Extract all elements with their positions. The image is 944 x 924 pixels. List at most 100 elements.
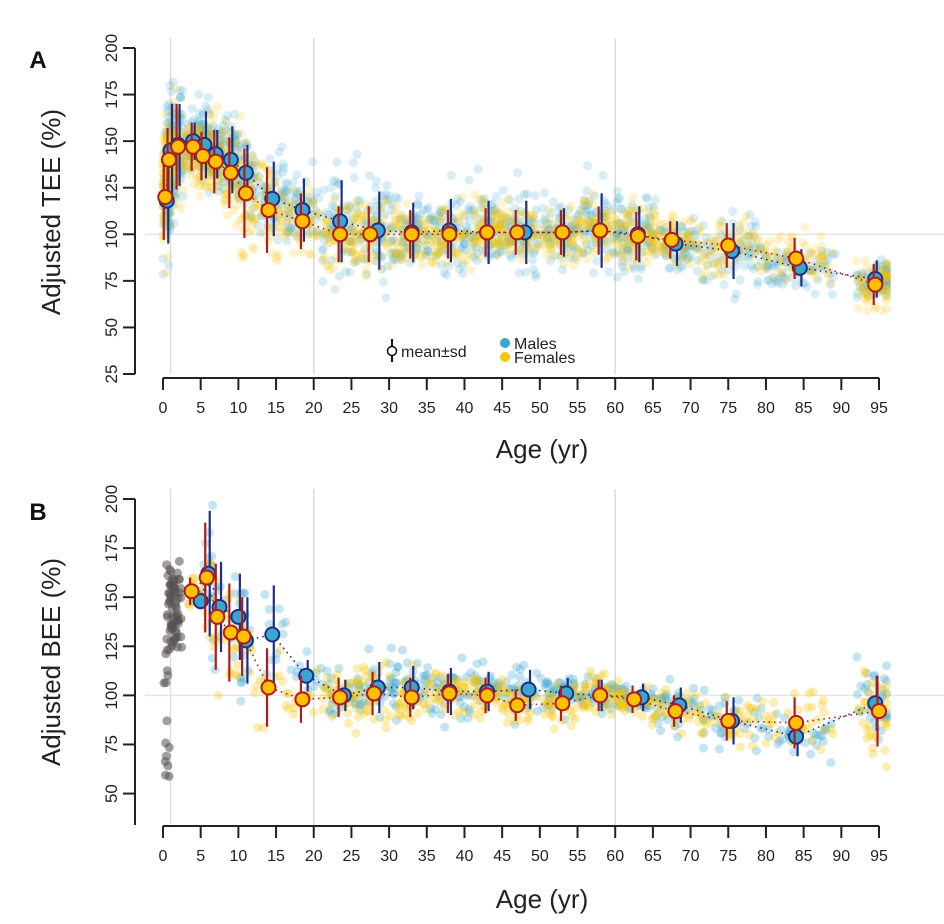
females-point xyxy=(624,263,634,273)
females-point xyxy=(419,239,429,249)
females-point xyxy=(607,206,617,216)
males-point xyxy=(426,213,436,223)
females-point xyxy=(232,200,242,210)
males-point xyxy=(183,119,193,129)
females-point xyxy=(862,288,872,298)
males-point xyxy=(589,268,599,278)
females-point xyxy=(434,213,444,223)
males-point xyxy=(493,239,503,249)
males-point xyxy=(359,698,369,708)
females-point xyxy=(501,228,511,238)
females-point xyxy=(735,706,745,716)
females-point xyxy=(392,238,402,248)
males-point xyxy=(615,218,625,228)
males-point xyxy=(805,248,815,258)
females-point xyxy=(752,244,762,254)
males-point xyxy=(493,687,503,697)
females-point xyxy=(369,250,379,260)
males-point xyxy=(200,161,210,171)
females-point xyxy=(714,263,724,273)
females-point xyxy=(801,241,811,251)
females-point xyxy=(488,238,498,248)
males-point xyxy=(356,699,366,709)
males-point xyxy=(389,682,399,692)
males-point xyxy=(531,205,541,215)
males-point xyxy=(424,247,434,257)
females-point xyxy=(808,687,818,697)
males-point xyxy=(371,256,381,266)
males-point xyxy=(601,212,611,222)
females-point xyxy=(656,247,666,257)
males-point xyxy=(603,237,613,247)
males-point xyxy=(439,268,449,278)
females-point xyxy=(703,260,713,270)
males-point xyxy=(822,247,832,257)
males-point xyxy=(467,242,477,252)
y-tick-label: 175 xyxy=(102,534,121,562)
males-point xyxy=(620,228,630,238)
males-point xyxy=(413,214,423,224)
males-point xyxy=(383,261,393,271)
males-point xyxy=(385,225,395,235)
males-point xyxy=(642,194,652,204)
females-point xyxy=(652,239,662,249)
males-point xyxy=(436,260,446,270)
females-point xyxy=(823,271,833,281)
females-point xyxy=(764,236,774,246)
females-point xyxy=(501,213,511,223)
males-point xyxy=(699,220,709,230)
males-point xyxy=(565,253,575,263)
females-point xyxy=(882,261,892,271)
females-point xyxy=(619,222,629,232)
females-point xyxy=(579,685,589,695)
females-point xyxy=(470,241,480,251)
females-point xyxy=(236,247,246,257)
females-point xyxy=(247,151,257,161)
males-point xyxy=(627,246,637,256)
males-point xyxy=(364,644,374,654)
females-point xyxy=(264,222,274,232)
females-point xyxy=(322,673,332,683)
females-point xyxy=(646,247,656,257)
females-point xyxy=(214,690,224,700)
males-point xyxy=(165,80,175,90)
females-point xyxy=(757,245,767,255)
females-point xyxy=(195,122,205,132)
males-point xyxy=(256,228,266,238)
females-point xyxy=(313,231,323,241)
males-point xyxy=(763,261,773,271)
males-point xyxy=(464,175,474,185)
females-point xyxy=(432,250,442,260)
males-point xyxy=(319,235,329,245)
males-point xyxy=(422,679,432,689)
females-point xyxy=(237,129,247,139)
males-point xyxy=(392,715,402,725)
females-point xyxy=(643,228,653,238)
males-point xyxy=(282,236,292,246)
females-point xyxy=(786,231,796,241)
infant-point xyxy=(164,742,174,752)
males-point xyxy=(398,250,408,260)
males-point xyxy=(500,240,510,250)
males-point xyxy=(430,221,440,231)
females-point xyxy=(882,295,892,305)
males-point xyxy=(304,228,314,238)
males-point xyxy=(164,260,174,270)
females-point xyxy=(434,251,444,261)
females-point xyxy=(394,252,404,262)
males-point xyxy=(219,177,229,187)
females-point xyxy=(692,241,702,251)
males-point xyxy=(512,168,522,178)
males-point xyxy=(688,241,698,251)
females-point xyxy=(619,256,629,266)
females-point xyxy=(827,247,837,257)
males-point xyxy=(756,256,766,266)
females-point xyxy=(327,712,337,722)
females-point xyxy=(588,200,598,210)
males-point xyxy=(232,136,242,146)
females-point xyxy=(466,238,476,248)
females-point xyxy=(816,745,826,755)
females-point xyxy=(739,234,749,244)
females-point xyxy=(496,213,506,223)
females-point xyxy=(380,239,390,249)
